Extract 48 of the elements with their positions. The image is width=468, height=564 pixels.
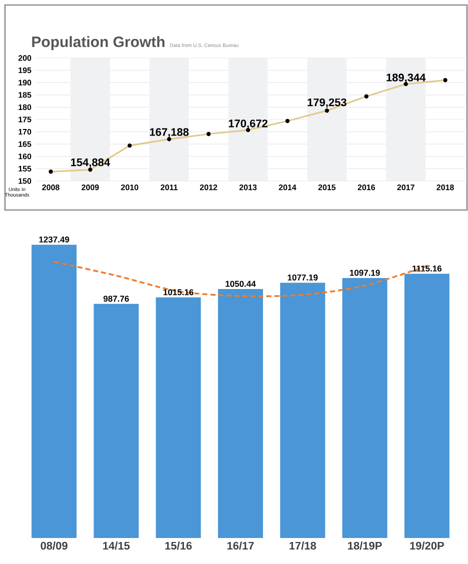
annotation: 154,884 <box>71 158 110 168</box>
bar <box>156 297 201 538</box>
bar <box>342 278 388 538</box>
x-tick-label: 2018 <box>436 184 454 190</box>
x-tick-label: 2017 <box>397 184 414 190</box>
x-tick-label: 2012 <box>200 184 218 190</box>
x-tick-label: 2011 <box>160 184 178 190</box>
bar <box>280 282 326 538</box>
data-label: 1097.19 <box>350 270 380 276</box>
data-label: 1237.49 <box>39 236 70 243</box>
bar <box>32 244 77 538</box>
y-tick-label: 200 <box>18 55 32 61</box>
bar <box>404 274 450 538</box>
annotation: 179,253 <box>308 98 346 108</box>
y-tick-label: 150 <box>18 178 32 184</box>
chart-title: Population Growth <box>32 36 164 50</box>
x-tick-label: 2015 <box>318 184 336 190</box>
x-tick-label: 2010 <box>121 184 138 190</box>
y-tick-label: 175 <box>18 116 32 122</box>
x-tick-label: 2008 <box>42 184 60 190</box>
x-tick-label: 18/19P <box>348 542 382 550</box>
data-label: 987.76 <box>104 296 129 302</box>
annotation: 170,672 <box>228 120 268 129</box>
y-tick-label: 165 <box>18 141 32 147</box>
data-label: 1015.16 <box>164 289 194 296</box>
x-tick-label: 2014 <box>278 184 296 190</box>
y-tick-label: 155 <box>18 166 32 172</box>
y-tick-label: 170 <box>18 128 32 135</box>
x-tick-label: 16/17 <box>227 542 254 550</box>
y-tick-label: 160 <box>18 154 32 160</box>
y-tick-label: 180 <box>18 104 32 110</box>
x-tick-label: 2013 <box>239 184 257 190</box>
x-tick-label: 14/15 <box>103 542 130 550</box>
y-tick-label: 190 <box>18 80 32 86</box>
y-tick-label: 185 <box>18 92 32 98</box>
annotation: 189,344 <box>386 74 426 84</box>
annotation: 167,188 <box>150 128 189 138</box>
x-tick-label: 2009 <box>82 184 99 190</box>
bar <box>94 304 139 538</box>
x-tick-label: 19/20P <box>410 542 444 550</box>
x-tick-label: 2016 <box>358 184 375 190</box>
bar <box>218 289 263 538</box>
x-tick-label: 17/18 <box>290 542 316 550</box>
x-tick-label: 15/16 <box>165 542 192 550</box>
data-label: 1077.19 <box>288 274 318 281</box>
y-tick-label: 195 <box>18 67 32 74</box>
x-tick-label: 08/09 <box>40 542 68 550</box>
data-label: 1050.44 <box>226 280 256 287</box>
